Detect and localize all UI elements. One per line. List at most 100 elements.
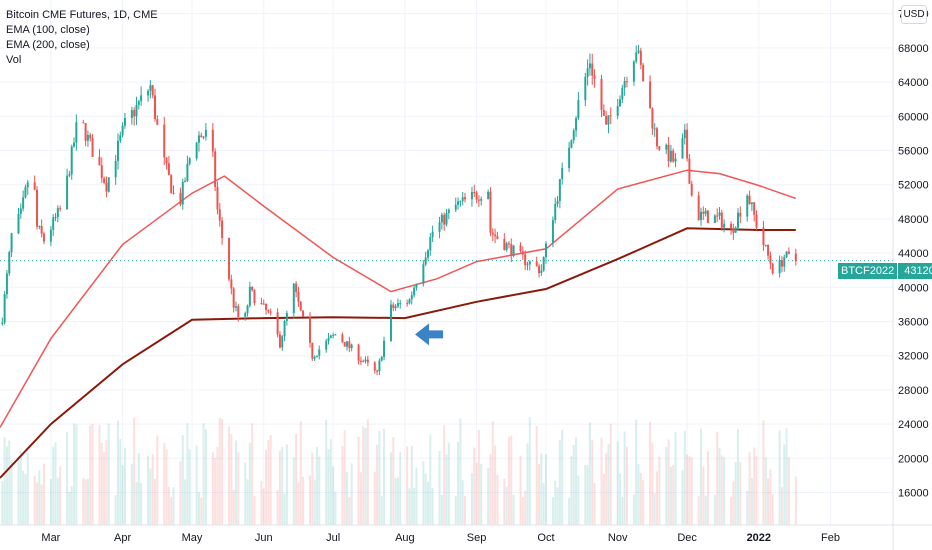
- candle-body: [156, 119, 159, 125]
- volume-bar: [445, 454, 448, 525]
- candle-body: [311, 342, 314, 359]
- volume-bar: [443, 425, 446, 525]
- volume-bars: [1, 417, 797, 525]
- candle-body: [3, 294, 6, 323]
- volume-bar: [179, 461, 182, 525]
- volume-bar: [649, 421, 652, 525]
- candle-body: [186, 163, 189, 181]
- volume-bar: [221, 419, 224, 525]
- price-tick-label: 52000: [898, 180, 929, 192]
- arrow-shape: [415, 323, 444, 346]
- candle-body: [73, 142, 76, 147]
- candle-body: [82, 122, 85, 124]
- candle-body: [147, 90, 150, 96]
- volume-bar: [396, 477, 399, 525]
- candle-body: [86, 134, 89, 141]
- candle-body: [399, 303, 402, 305]
- candle-body: [475, 192, 478, 200]
- candle-body: [686, 129, 689, 159]
- volume-bar: [346, 472, 349, 525]
- volume-bar: [609, 423, 612, 525]
- volume-bar: [586, 464, 589, 525]
- volume-bar: [491, 421, 494, 525]
- candle-body: [637, 50, 640, 53]
- volume-bar: [591, 440, 594, 525]
- candle-body: [380, 356, 383, 361]
- candle-body: [519, 245, 522, 252]
- time-axis[interactable]: Mar Apr May Jun Jul Aug Sep Oct Nov Dec 2022 Feb: [0, 524, 932, 544]
- candle-body: [59, 208, 62, 210]
- candle-body: [392, 304, 395, 309]
- volume-bar: [281, 447, 284, 525]
- candle-body: [346, 341, 349, 347]
- candle-body: [228, 238, 231, 280]
- candle-body: [84, 123, 87, 141]
- volume-bar: [780, 487, 783, 525]
- volume-bar: [107, 423, 110, 525]
- ema-100-legend[interactable]: EMA (100, close): [6, 24, 90, 36]
- volume-bar: [8, 440, 11, 525]
- candle-body: [639, 50, 642, 65]
- candle-body: [42, 233, 45, 242]
- candle-body: [151, 85, 154, 96]
- volume-bar: [475, 462, 478, 525]
- candle-body: [477, 199, 480, 201]
- price-tick-label: 64000: [898, 77, 929, 89]
- price-tick-label: 28000: [898, 385, 929, 397]
- candle-body: [690, 183, 693, 196]
- price-axis[interactable]: 16000 20000 24000 28000 32000 36000 40000 44000…: [892, 0, 929, 550]
- volume-legend[interactable]: Vol: [6, 54, 22, 66]
- candle-body: [672, 150, 675, 162]
- ema-200-legend[interactable]: EMA (200, close): [6, 39, 90, 51]
- symbol-title[interactable]: Bitcoin CME Futures, 1D, CME: [6, 9, 158, 21]
- candle-body: [269, 311, 272, 313]
- currency-button[interactable]: USD: [901, 5, 927, 24]
- volume-bar: [299, 421, 302, 525]
- candle-body: [38, 226, 41, 228]
- volume-bar: [734, 461, 737, 525]
- volume-bar: [561, 429, 564, 525]
- candle-body: [406, 303, 409, 305]
- candle-body: [794, 253, 797, 262]
- volume-bar: [103, 452, 106, 525]
- candle-body: [706, 210, 709, 223]
- candle-body: [415, 283, 418, 288]
- candle-body: [170, 175, 173, 194]
- candle-body: [281, 336, 284, 348]
- candle-body: [487, 191, 490, 199]
- volume-bar: [447, 442, 450, 525]
- candle-body: [438, 222, 441, 232]
- volume-bar: [149, 468, 152, 525]
- candle-body: [748, 195, 751, 205]
- candle-body: [24, 187, 27, 198]
- time-tick-label: Oct: [537, 532, 554, 544]
- volume-bar: [540, 453, 543, 525]
- candle-body: [216, 187, 219, 210]
- candle-body: [535, 261, 538, 266]
- volume-bar: [137, 452, 140, 525]
- volume-bar: [218, 417, 221, 525]
- volume-bar: [116, 420, 119, 525]
- volume-bar: [350, 463, 353, 525]
- volume-bar: [616, 441, 619, 525]
- volume-bar: [82, 477, 85, 525]
- volume-bar: [489, 453, 492, 525]
- volume-bar: [713, 494, 716, 525]
- volume-bar: [619, 473, 622, 525]
- candle-body: [767, 245, 770, 256]
- volume-bar: [394, 478, 397, 525]
- volume-bar: [66, 431, 69, 525]
- volume-bar: [767, 478, 770, 525]
- candle-body: [736, 212, 739, 228]
- candle-body: [52, 217, 55, 230]
- volume-bar: [302, 476, 305, 525]
- candle-body: [607, 115, 610, 125]
- volume-bar: [440, 494, 443, 525]
- price-tag-symbol: BTCF2022: [838, 263, 898, 279]
- volume-bar: [246, 479, 249, 525]
- candle-body: [154, 95, 157, 120]
- candle-body: [755, 214, 758, 228]
- candle-body: [445, 213, 448, 225]
- volume-bar: [487, 468, 490, 525]
